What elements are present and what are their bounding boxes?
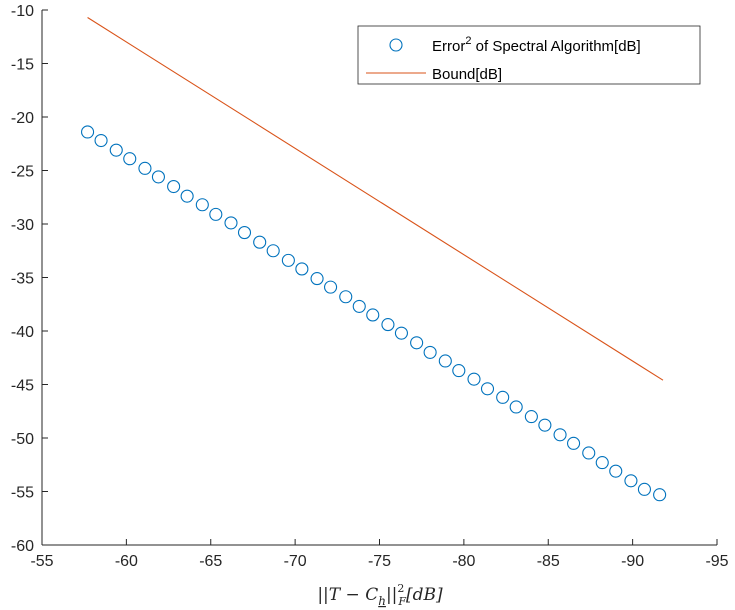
x-tick-label: -65 bbox=[199, 553, 222, 570]
error-point bbox=[209, 207, 223, 221]
x-label-sub-h: h bbox=[378, 594, 386, 608]
legend-entry-error-text: Error bbox=[432, 38, 465, 55]
x-tick-label: -85 bbox=[537, 553, 560, 570]
error-point bbox=[109, 143, 123, 157]
x-axis-label: ||T − Ch||2 F[dB] bbox=[317, 582, 443, 608]
error-point bbox=[609, 464, 623, 478]
error-point bbox=[151, 170, 165, 184]
error-point bbox=[195, 198, 209, 212]
error-point bbox=[394, 326, 408, 340]
error-point bbox=[253, 235, 267, 249]
legend-entry-error: Error2 of Spectral Algorithm[dB] bbox=[432, 35, 641, 55]
x-tick-label: -75 bbox=[368, 553, 391, 570]
error-point bbox=[310, 272, 324, 286]
error-point bbox=[538, 418, 552, 432]
legend-box bbox=[357, 25, 701, 85]
error-point bbox=[410, 336, 424, 350]
error-point bbox=[266, 244, 280, 258]
x-tick-label: -60 bbox=[115, 553, 138, 570]
y-tick-label: -45 bbox=[11, 378, 34, 395]
error-point bbox=[224, 216, 238, 230]
error-point bbox=[653, 488, 667, 502]
error-point bbox=[295, 262, 309, 276]
error-point bbox=[496, 390, 510, 404]
error-point bbox=[567, 436, 581, 450]
legend: Error2 of Spectral Algorithm[dB] Bound[d… bbox=[357, 25, 701, 85]
y-tick-label: -25 bbox=[11, 164, 34, 181]
plot-background bbox=[42, 10, 717, 545]
error-point bbox=[595, 456, 609, 470]
legend-entry-bound: Bound[dB] bbox=[432, 66, 502, 83]
x-label-c: C bbox=[365, 585, 378, 605]
error-point bbox=[123, 152, 137, 166]
error-point bbox=[138, 161, 152, 175]
x-tick-label: -90 bbox=[621, 553, 644, 570]
x-label-minus: − bbox=[340, 585, 365, 605]
y-tick-label: -15 bbox=[11, 57, 34, 74]
error-point bbox=[81, 125, 95, 139]
error-point bbox=[180, 189, 194, 203]
error-point bbox=[467, 372, 481, 386]
error-point bbox=[381, 318, 395, 332]
y-tick-label: -40 bbox=[11, 324, 34, 341]
error-point bbox=[582, 446, 596, 460]
error-point bbox=[509, 400, 523, 414]
x-label-sup: 2 bbox=[397, 582, 404, 595]
y-tick-label: -35 bbox=[11, 271, 34, 288]
ticks-layer: -55 -60 -65 -70 -75 -80 -85 -90 -95-10-15-20-25-… bbox=[11, 3, 729, 570]
y-tick-label: -10 bbox=[11, 3, 34, 20]
error-point bbox=[324, 280, 338, 294]
x-label-t: T bbox=[329, 585, 342, 605]
y-tick-label: -30 bbox=[11, 217, 34, 234]
x-tick-label: -80 bbox=[452, 553, 475, 570]
error-point bbox=[423, 345, 437, 359]
error-point bbox=[452, 364, 466, 378]
y-tick-label: -55 bbox=[11, 485, 34, 502]
error-point bbox=[637, 482, 651, 496]
error-point bbox=[94, 133, 108, 148]
error-point bbox=[624, 474, 638, 488]
bound-line bbox=[87, 17, 664, 381]
error-point bbox=[237, 226, 252, 240]
x-tick-label: -95 bbox=[705, 553, 728, 570]
error-point bbox=[352, 299, 366, 313]
x-tick-label: -55 bbox=[30, 553, 53, 570]
error-point bbox=[553, 428, 567, 442]
error-point bbox=[167, 180, 181, 194]
y-tick-label: -50 bbox=[11, 431, 34, 448]
x-label-mid: || bbox=[386, 585, 397, 605]
error-point bbox=[339, 290, 353, 304]
error-point bbox=[366, 308, 380, 322]
x-label-lead: || bbox=[317, 585, 328, 605]
error-point bbox=[524, 410, 538, 424]
x-tick-label: -70 bbox=[284, 553, 307, 570]
legend-entry-error-sup: 2 bbox=[465, 35, 471, 47]
legend-entry-error-rest: of Spectral Algorithm[dB] bbox=[471, 38, 640, 55]
y-tick-label: -60 bbox=[11, 538, 34, 555]
x-label-tail: [dB] bbox=[406, 585, 443, 605]
error-point bbox=[480, 382, 495, 396]
y-tick-label: -20 bbox=[11, 110, 34, 127]
error-point bbox=[281, 253, 295, 267]
x-label-sub-f: F bbox=[397, 595, 406, 608]
series-layer bbox=[81, 17, 667, 502]
legend-marker-circle bbox=[389, 38, 403, 52]
error-point bbox=[438, 354, 452, 368]
